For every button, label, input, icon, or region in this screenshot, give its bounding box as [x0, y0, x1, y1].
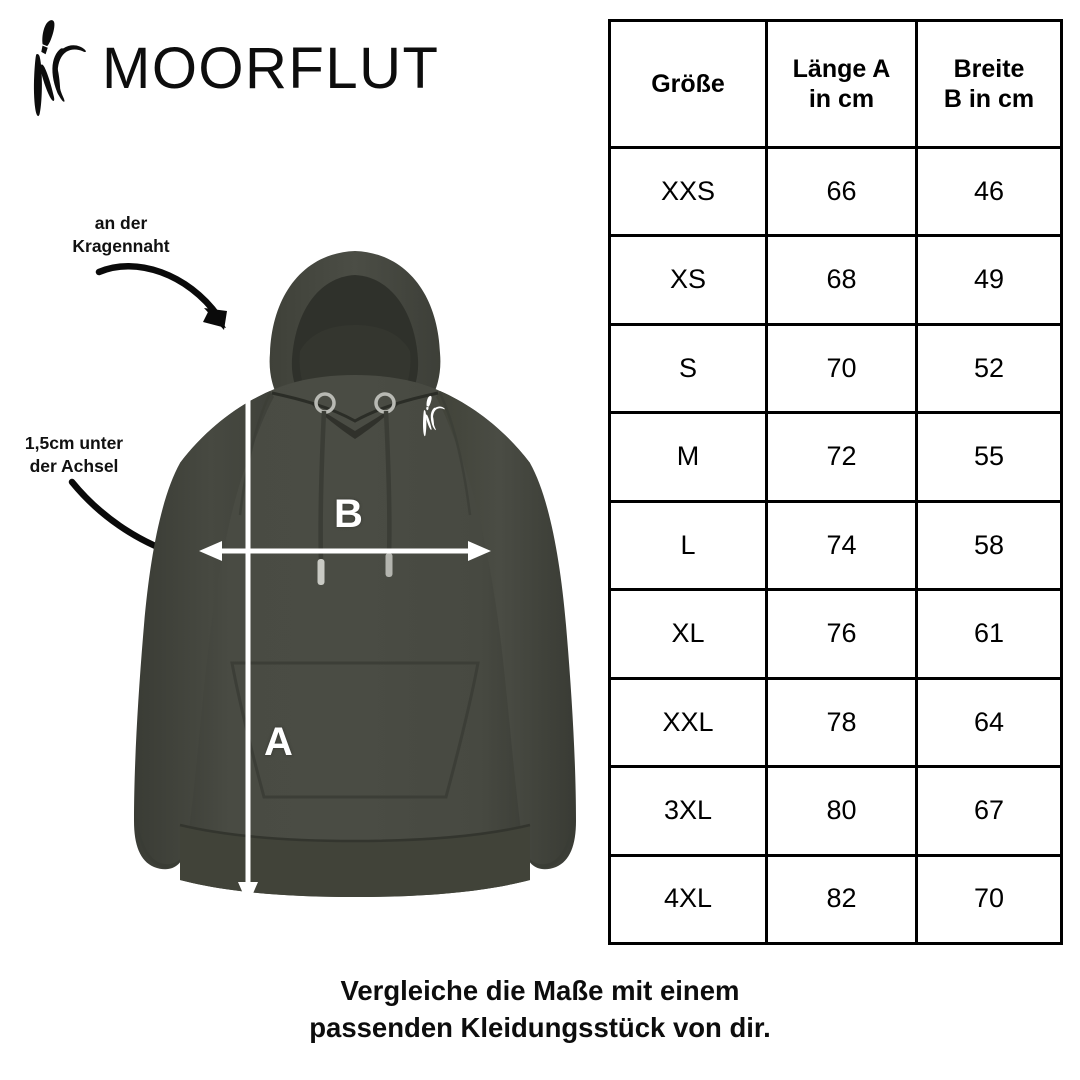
- seam-left-armhole: [238, 392, 272, 516]
- cell-size: XXS: [608, 145, 768, 238]
- kangaroo-pocket: [230, 661, 480, 799]
- cell-size: XL: [608, 588, 768, 680]
- cell-size: XXL: [608, 676, 768, 769]
- cell-width: 70: [915, 853, 1063, 945]
- hoodie-illustration: [120, 225, 590, 925]
- cell-length: 82: [765, 853, 918, 945]
- brand-header: MOORFLUT: [22, 18, 439, 120]
- reed-cattail-logo-mark: [33, 20, 86, 117]
- size-chart-table-container: Größe Länge A in cm Breite B in cm XXS 66…: [608, 19, 1063, 945]
- header-cell-size: Größe: [608, 19, 768, 149]
- header-length-line1: Länge A: [792, 54, 891, 83]
- header-width-line1: Breite: [953, 54, 1025, 83]
- table-row: XXS 66 46: [608, 145, 1063, 238]
- table-row: L 74 58: [608, 499, 1063, 592]
- table-row: XXL 78 64: [608, 676, 1063, 769]
- seam-right-armhole: [438, 392, 472, 516]
- cell-length: 76: [765, 588, 918, 680]
- size-chart-table: Größe Länge A in cm Breite B in cm XXS 66…: [608, 19, 1063, 945]
- measure-label-a: A: [264, 720, 293, 764]
- hem-ribbing: [179, 823, 531, 897]
- cell-width: 64: [915, 676, 1063, 769]
- header-cell-width: Breite B in cm: [915, 19, 1063, 149]
- cell-length: 66: [765, 145, 918, 238]
- cell-size: 4XL: [608, 853, 768, 945]
- collar-arrow-icon: [95, 262, 227, 330]
- hoodie-body: [180, 375, 530, 897]
- table-row: 4XL 82 70: [608, 853, 1063, 945]
- cell-width: 58: [915, 499, 1063, 592]
- header-size-label: Größe: [651, 69, 725, 98]
- cell-width: 49: [915, 234, 1063, 326]
- annotation-armpit-measure: 1,5cm unter der Achsel: [24, 433, 124, 477]
- table-header-row: Größe Länge A in cm Breite B in cm: [608, 19, 1063, 149]
- right-sleeve: [436, 391, 576, 870]
- table-row: S 70 52: [608, 322, 1063, 415]
- drawstrings: [317, 410, 393, 585]
- measure-label-b: B: [334, 492, 363, 536]
- header-width-line2: B in cm: [943, 85, 1035, 113]
- cell-size: XS: [608, 234, 768, 326]
- cell-length: 68: [765, 234, 918, 326]
- footer-line-1: Vergleiche die Maße mit einem: [340, 975, 740, 1006]
- table-row: XS 68 49: [608, 234, 1063, 326]
- cell-width: 67: [915, 765, 1063, 857]
- cell-size: S: [608, 322, 768, 415]
- cell-length: 74: [765, 499, 918, 592]
- cell-width: 52: [915, 322, 1063, 415]
- footer-line-2: passenden Kleidungsstück von dir.: [309, 1012, 771, 1044]
- cell-length: 78: [765, 676, 918, 769]
- annotation-collar-seam: an der Kragennaht: [72, 213, 170, 257]
- footer-instruction: Vergleiche die Maße mit einem passenden …: [0, 972, 1080, 1047]
- cell-size: M: [608, 411, 768, 503]
- left-sleeve: [134, 391, 274, 870]
- cell-size: L: [608, 499, 768, 592]
- table-row: 3XL 80 67: [608, 765, 1063, 857]
- chest-logo-icon: [423, 395, 445, 437]
- header-cell-length: Länge A in cm: [765, 19, 918, 149]
- cell-size: 3XL: [608, 765, 768, 857]
- cell-width: 55: [915, 411, 1063, 503]
- table-row: XL 76 61: [608, 588, 1063, 680]
- header-length-line2: in cm: [808, 85, 875, 113]
- cell-length: 72: [765, 411, 918, 503]
- cell-width: 61: [915, 588, 1063, 680]
- neckline-seam: [271, 391, 439, 423]
- hood-inner-lining: [291, 275, 419, 397]
- cell-length: 70: [765, 322, 918, 415]
- table-row: M 72 55: [608, 411, 1063, 503]
- cell-length: 80: [765, 765, 918, 857]
- cell-width: 46: [915, 145, 1063, 238]
- brand-wordmark: MOORFLUT: [102, 36, 440, 101]
